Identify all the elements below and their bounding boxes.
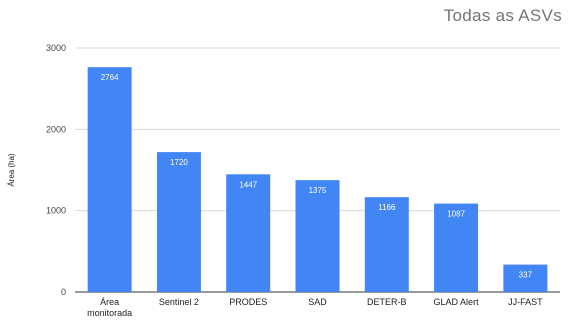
category-label-line: PRODES bbox=[229, 297, 267, 307]
y-tick-label: 3000 bbox=[46, 43, 66, 53]
category-label-line: JJ-FAST bbox=[508, 297, 543, 307]
category-label-line: Sentinel 2 bbox=[159, 297, 199, 307]
bar bbox=[295, 180, 340, 292]
data-label: 1166 bbox=[378, 203, 396, 212]
y-tick-label: 2000 bbox=[46, 124, 66, 134]
bar bbox=[434, 203, 479, 292]
data-label: 2764 bbox=[101, 73, 119, 82]
category-label: SAD bbox=[308, 297, 327, 307]
category-label: Sentinel 2 bbox=[159, 297, 199, 307]
data-label: 1087 bbox=[447, 210, 465, 219]
category-label-line: monitorada bbox=[87, 308, 132, 318]
y-tick-label: 0 bbox=[61, 287, 66, 297]
category-label: DETER-B bbox=[367, 297, 407, 307]
bar bbox=[226, 174, 271, 292]
chart-title: Todas as ASVs bbox=[443, 6, 562, 25]
category-label-line: GLAD Alert bbox=[434, 297, 480, 307]
category-label: JJ-FAST bbox=[508, 297, 543, 307]
bar bbox=[156, 152, 201, 292]
data-label: 1720 bbox=[170, 158, 188, 167]
data-label: 337 bbox=[519, 271, 533, 280]
y-tick-label: 1000 bbox=[46, 206, 66, 216]
bar bbox=[364, 197, 409, 292]
category-label: Área monitorada bbox=[87, 297, 132, 318]
bar bbox=[503, 264, 548, 292]
data-label: 1447 bbox=[239, 180, 257, 189]
category-label-line: SAD bbox=[308, 297, 327, 307]
category-label-line: DETER-B bbox=[367, 297, 407, 307]
category-label: PRODES bbox=[229, 297, 267, 307]
data-label: 1375 bbox=[309, 186, 327, 195]
category-label: GLAD Alert bbox=[434, 297, 480, 307]
y-axis-title: Área (ha) bbox=[7, 153, 16, 187]
category-label-line: Área bbox=[100, 297, 119, 307]
bar bbox=[87, 67, 132, 292]
